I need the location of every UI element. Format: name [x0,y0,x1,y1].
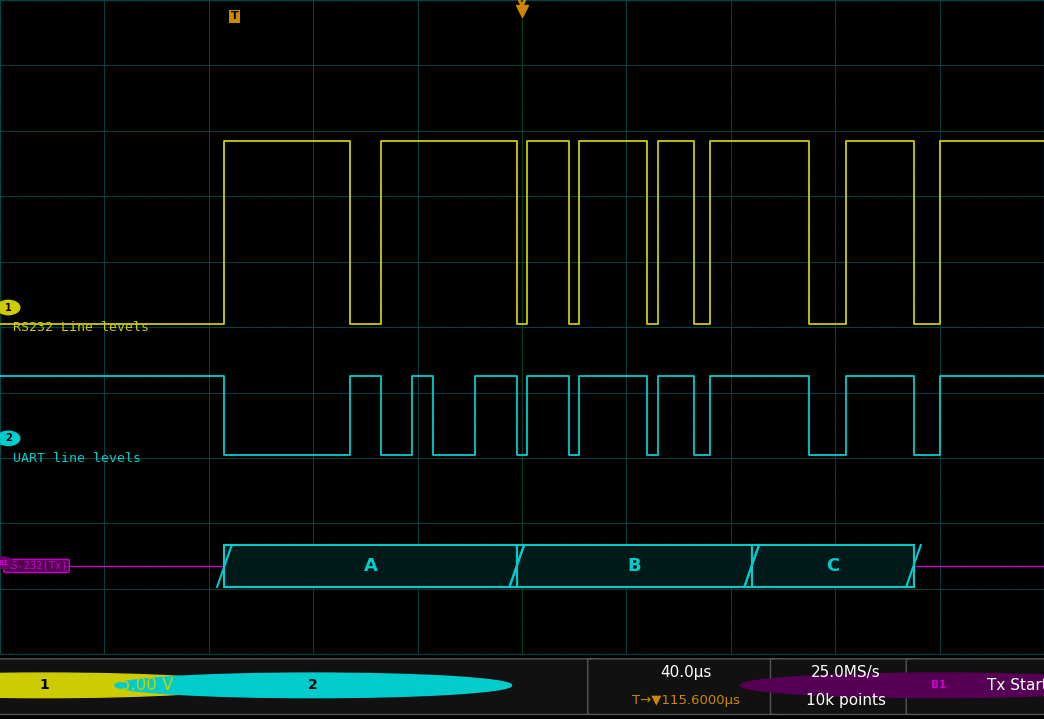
Text: T→▼115.6000μs: T→▼115.6000μs [632,695,740,707]
FancyBboxPatch shape [906,659,1044,715]
Circle shape [0,301,20,315]
Text: 5.00 V: 5.00 V [392,677,445,695]
Text: C: C [826,557,839,575]
FancyBboxPatch shape [770,659,921,715]
Text: Tx Start Bit: Tx Start Bit [987,678,1044,693]
Circle shape [0,673,242,697]
Text: B1: B1 [0,559,8,566]
FancyBboxPatch shape [588,659,785,715]
Circle shape [740,673,1044,697]
Text: 2: 2 [308,678,318,692]
Circle shape [0,557,13,569]
Text: 2: 2 [5,434,11,444]
Text: RS-232(Tx): RS-232(Tx) [5,561,68,571]
Bar [752,545,914,587]
Text: A: A [363,557,378,575]
Text: 10k points: 10k points [806,693,885,708]
FancyBboxPatch shape [0,659,602,715]
Text: B1: B1 [931,680,946,690]
Text: 1: 1 [39,678,49,692]
Text: 40.0μs: 40.0μs [660,665,712,680]
Bar [224,545,517,587]
Text: 1: 1 [5,303,11,313]
Circle shape [0,431,20,446]
Circle shape [115,673,512,697]
Text: T: T [231,12,239,22]
Text: 25.0MS/s: 25.0MS/s [811,665,880,680]
Text: UART line levels: UART line levels [13,452,141,464]
Text: RS232 Line levels: RS232 Line levels [13,321,148,334]
Text: B: B [627,557,641,575]
Bar [517,545,752,587]
Text: 5.00 V: 5.00 V [120,677,173,695]
